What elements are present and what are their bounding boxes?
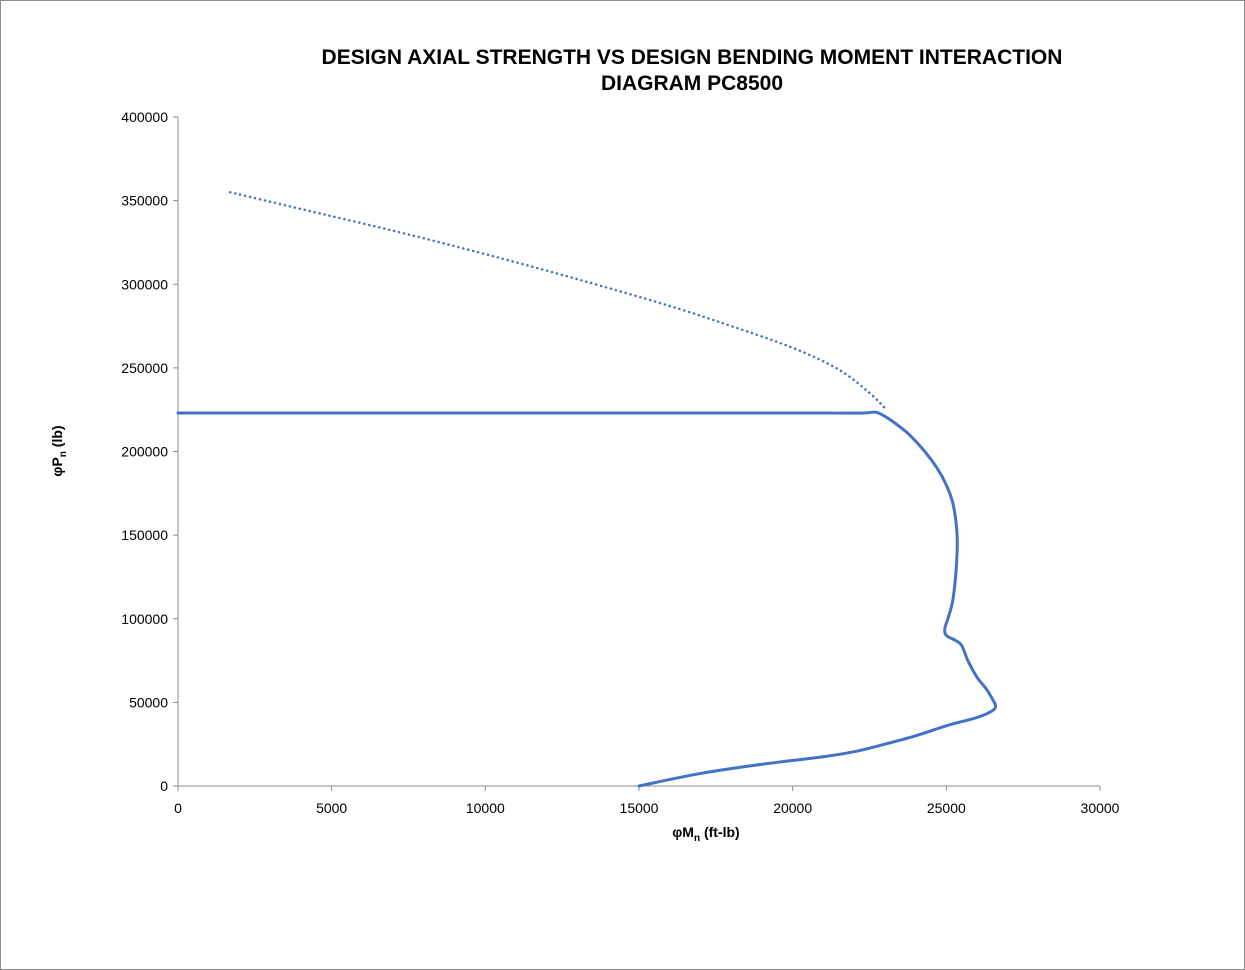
y-tick-label: 0 [160,778,168,794]
y-axis-ticks: 0 50000 100000 150000 200000 250000 300000 3500… [121,109,178,794]
series-line-solid [176,410,998,788]
y-axis-title: φPn (lb) [49,425,69,476]
chart-title-line-1: DESIGN AXIAL STRENGTH VS DESIGN BENDING … [322,46,1063,69]
x-axis-ticks: 0 5000 10000 15000 20000 25000 30000 [174,786,1120,816]
y-tick-label: 50000 [129,694,168,710]
y-tick-label: 250000 [121,360,168,376]
y-tick-label: 100000 [121,611,168,627]
y-tick-label: 400000 [121,109,168,125]
x-axis-title-suffix: (ft-lb) [700,824,740,840]
y-axis-title-subscript: n [58,451,69,457]
x-axis-title-subscript: n [694,833,700,844]
series-line-dotted [228,191,887,410]
x-tick-label: 5000 [316,800,347,816]
y-tick-label: 200000 [121,444,168,460]
y-tick-label: 300000 [121,276,168,292]
chart-title-line-2: DIAGRAM PC8500 [601,72,783,95]
x-tick-label: 30000 [1081,800,1120,816]
series-layer [176,191,998,788]
y-tick-label: 150000 [121,527,168,543]
x-tick-label: 10000 [466,800,505,816]
x-axis-title-prefix: φM [672,824,694,840]
x-tick-label: 0 [174,800,182,816]
x-tick-label: 15000 [620,800,659,816]
y-axis-title-suffix: (lb) [49,425,65,451]
x-axis-title: φMn (ft-lb) [672,824,739,844]
y-axis-title-prefix: φP [49,457,65,476]
x-tick-label: 20000 [773,800,812,816]
x-tick-label: 25000 [927,800,966,816]
y-tick-label: 350000 [121,193,168,209]
